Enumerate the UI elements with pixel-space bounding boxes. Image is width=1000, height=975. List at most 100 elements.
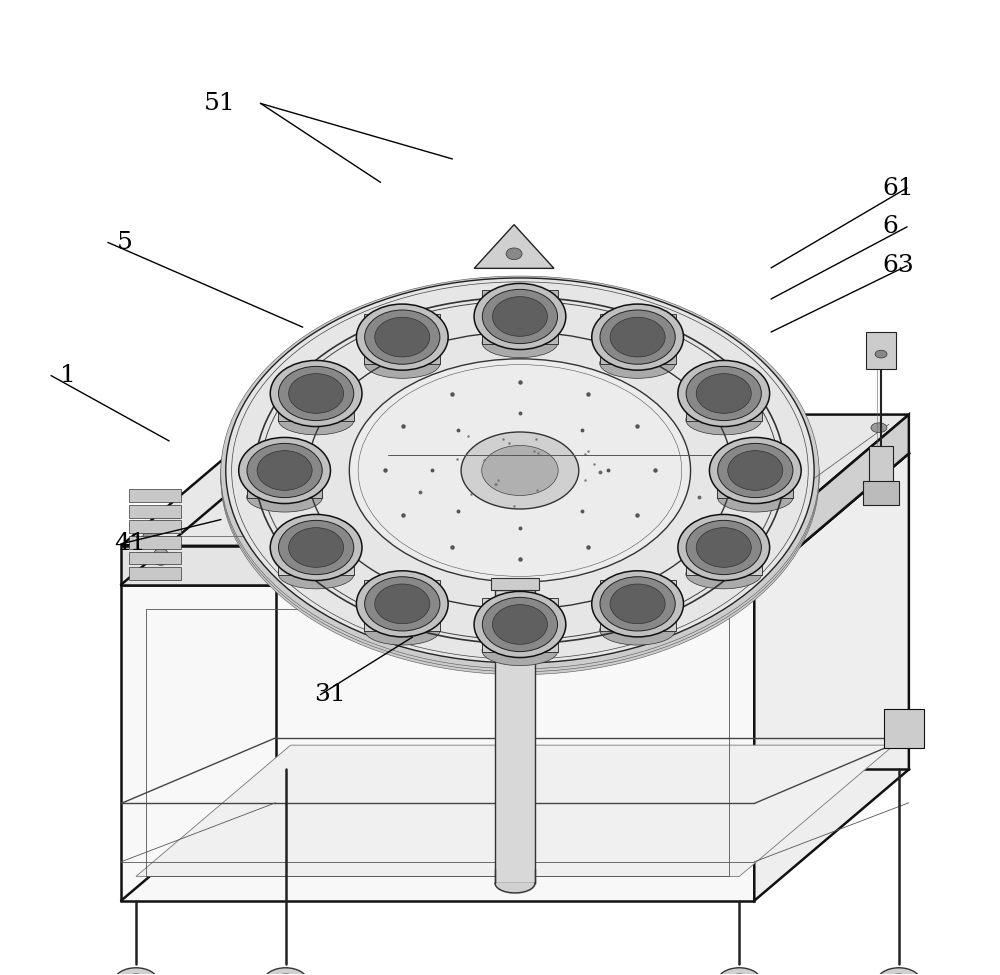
Ellipse shape bbox=[474, 592, 566, 657]
Ellipse shape bbox=[592, 570, 683, 637]
Ellipse shape bbox=[482, 446, 558, 495]
Ellipse shape bbox=[871, 423, 887, 433]
Text: 6: 6 bbox=[882, 215, 898, 239]
Text: 1: 1 bbox=[60, 365, 76, 387]
Polygon shape bbox=[689, 558, 719, 577]
Ellipse shape bbox=[274, 974, 298, 975]
Ellipse shape bbox=[114, 968, 158, 975]
Ellipse shape bbox=[610, 317, 665, 357]
Polygon shape bbox=[701, 370, 747, 383]
Polygon shape bbox=[884, 709, 924, 748]
Polygon shape bbox=[495, 590, 535, 883]
Polygon shape bbox=[379, 580, 425, 594]
Polygon shape bbox=[278, 532, 354, 574]
Polygon shape bbox=[293, 524, 339, 537]
Ellipse shape bbox=[270, 361, 362, 426]
Ellipse shape bbox=[247, 482, 322, 512]
Ellipse shape bbox=[365, 577, 440, 631]
Ellipse shape bbox=[600, 615, 676, 645]
Polygon shape bbox=[129, 505, 181, 518]
Ellipse shape bbox=[264, 968, 308, 975]
Polygon shape bbox=[491, 578, 539, 590]
Polygon shape bbox=[278, 378, 354, 420]
Ellipse shape bbox=[707, 556, 721, 566]
Ellipse shape bbox=[474, 284, 566, 350]
Ellipse shape bbox=[279, 521, 354, 574]
Polygon shape bbox=[717, 466, 793, 497]
Ellipse shape bbox=[257, 450, 312, 490]
Ellipse shape bbox=[492, 296, 547, 336]
Polygon shape bbox=[686, 378, 762, 420]
Ellipse shape bbox=[696, 527, 751, 567]
Ellipse shape bbox=[221, 282, 819, 675]
Ellipse shape bbox=[678, 361, 770, 426]
Ellipse shape bbox=[278, 405, 354, 435]
Ellipse shape bbox=[610, 584, 665, 624]
Ellipse shape bbox=[709, 438, 801, 503]
Ellipse shape bbox=[289, 527, 344, 567]
Ellipse shape bbox=[686, 559, 762, 589]
Ellipse shape bbox=[247, 444, 322, 497]
Text: 51: 51 bbox=[204, 92, 236, 115]
Ellipse shape bbox=[239, 438, 330, 503]
Polygon shape bbox=[754, 453, 909, 901]
Ellipse shape bbox=[365, 310, 440, 365]
Polygon shape bbox=[482, 291, 558, 344]
Ellipse shape bbox=[482, 290, 558, 343]
Ellipse shape bbox=[592, 304, 683, 370]
Ellipse shape bbox=[270, 515, 362, 580]
Polygon shape bbox=[497, 292, 543, 306]
Ellipse shape bbox=[221, 279, 819, 672]
Ellipse shape bbox=[461, 432, 579, 509]
Polygon shape bbox=[129, 536, 181, 549]
Ellipse shape bbox=[600, 310, 675, 365]
Ellipse shape bbox=[482, 328, 558, 358]
Polygon shape bbox=[600, 580, 676, 631]
Ellipse shape bbox=[279, 367, 354, 420]
Ellipse shape bbox=[482, 598, 558, 651]
Ellipse shape bbox=[221, 276, 819, 669]
Ellipse shape bbox=[600, 348, 676, 378]
Ellipse shape bbox=[364, 615, 440, 645]
Ellipse shape bbox=[375, 317, 430, 357]
Polygon shape bbox=[121, 414, 909, 546]
Polygon shape bbox=[121, 453, 909, 585]
Ellipse shape bbox=[716, 531, 732, 541]
Ellipse shape bbox=[278, 559, 354, 589]
Polygon shape bbox=[615, 314, 661, 328]
Text: 63: 63 bbox=[882, 254, 914, 277]
Ellipse shape bbox=[875, 350, 887, 358]
Polygon shape bbox=[686, 532, 762, 574]
Ellipse shape bbox=[686, 405, 762, 435]
Polygon shape bbox=[129, 489, 181, 502]
Ellipse shape bbox=[375, 584, 430, 624]
Polygon shape bbox=[863, 481, 899, 505]
Ellipse shape bbox=[678, 515, 770, 580]
Ellipse shape bbox=[349, 359, 691, 582]
Ellipse shape bbox=[356, 304, 448, 370]
Ellipse shape bbox=[143, 531, 159, 541]
Polygon shape bbox=[129, 567, 181, 580]
Ellipse shape bbox=[717, 968, 761, 975]
Polygon shape bbox=[136, 745, 894, 877]
Polygon shape bbox=[866, 332, 896, 369]
Ellipse shape bbox=[356, 570, 448, 637]
Ellipse shape bbox=[728, 450, 783, 490]
Text: 41: 41 bbox=[114, 532, 146, 556]
Polygon shape bbox=[247, 466, 322, 497]
Ellipse shape bbox=[686, 367, 761, 420]
Polygon shape bbox=[869, 447, 893, 486]
Polygon shape bbox=[497, 601, 543, 614]
Ellipse shape bbox=[226, 278, 814, 663]
Ellipse shape bbox=[718, 444, 793, 497]
Text: 31: 31 bbox=[314, 683, 345, 706]
Ellipse shape bbox=[154, 556, 168, 566]
Polygon shape bbox=[754, 414, 909, 585]
Ellipse shape bbox=[696, 373, 751, 413]
Ellipse shape bbox=[492, 604, 547, 644]
Polygon shape bbox=[482, 599, 558, 651]
Polygon shape bbox=[262, 447, 308, 460]
Ellipse shape bbox=[482, 636, 558, 666]
Polygon shape bbox=[129, 521, 181, 533]
Polygon shape bbox=[732, 447, 778, 460]
